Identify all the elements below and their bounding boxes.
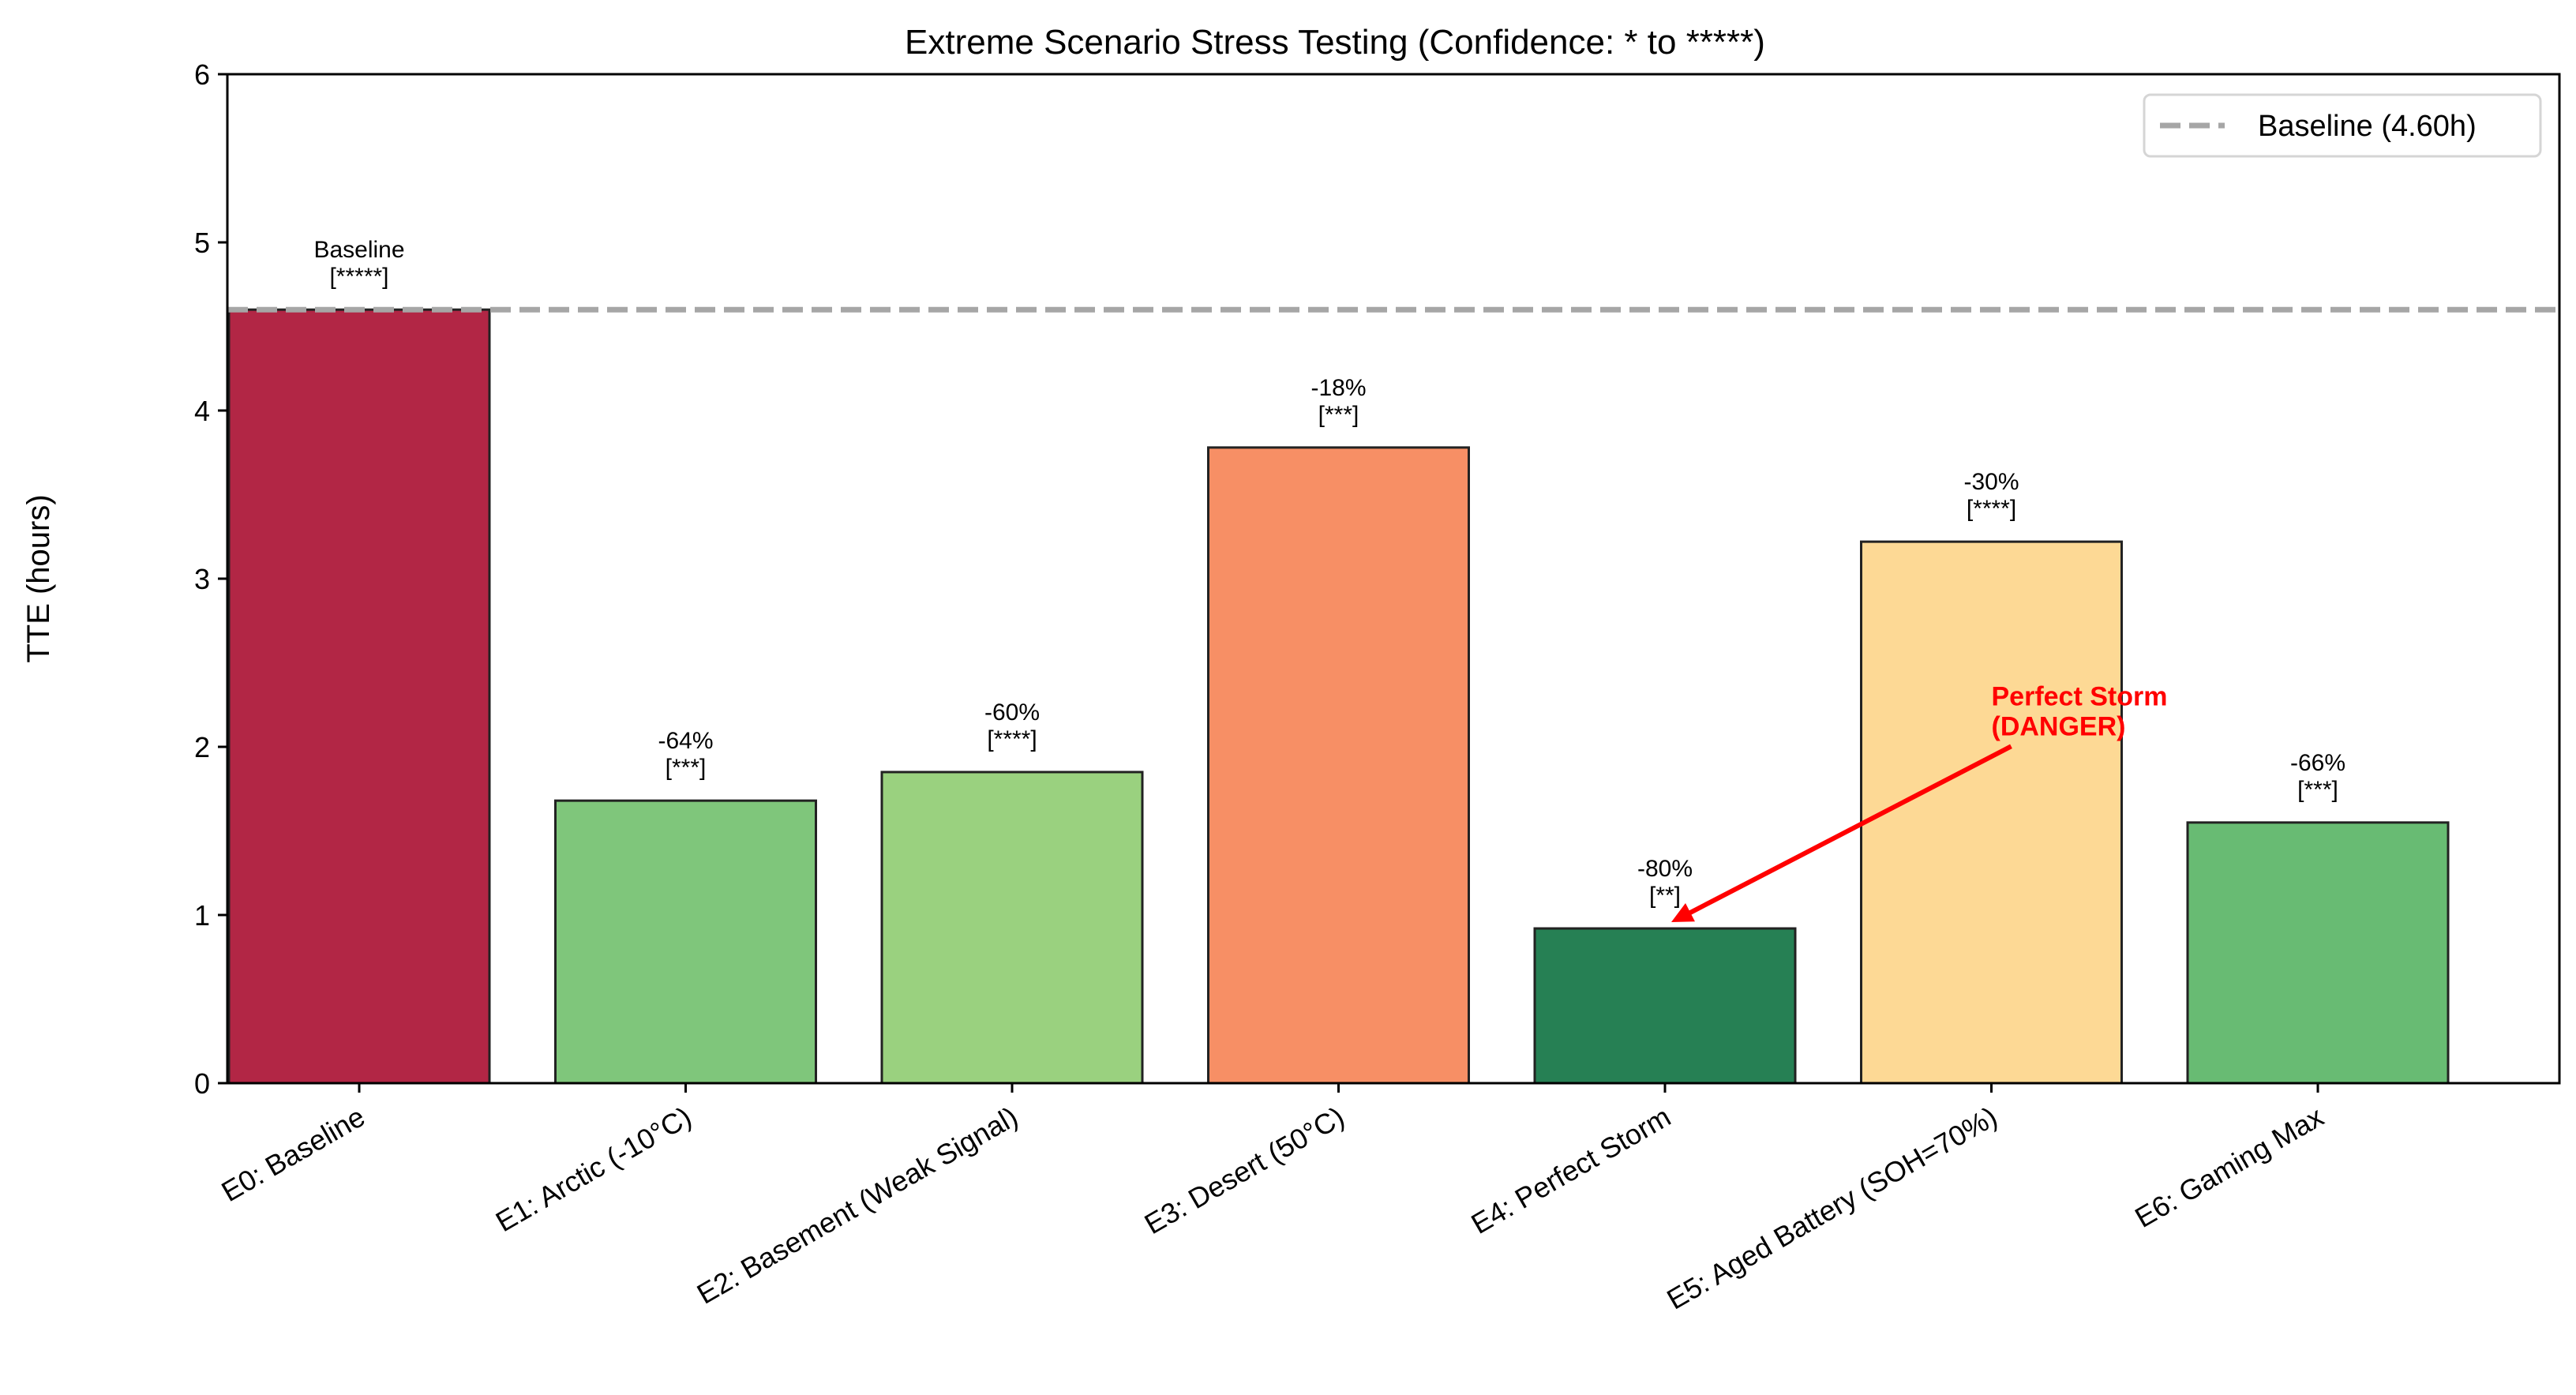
- annotation-arrow-head-icon: [1671, 903, 1695, 923]
- bar-confidence-label: [****]: [987, 726, 1037, 752]
- bar-6: [2186, 821, 2450, 1085]
- x-tick-label: E5: Aged Battery (SOH=70%): [1661, 1100, 2002, 1315]
- bar-value-label: -18%: [1310, 375, 1366, 401]
- bar-1: [554, 799, 817, 1085]
- bar-value-label: -64%: [658, 728, 713, 754]
- legend-frame: [2143, 93, 2542, 158]
- bar-confidence-label: [****]: [1967, 496, 2016, 522]
- legend-entry: Baseline (4.60h): [2258, 110, 2477, 143]
- annotation-arrow-line: [1687, 744, 2012, 916]
- annotation-text: Perfect Storm: [1992, 681, 2168, 711]
- bar-confidence-label: [**]: [1649, 883, 1681, 909]
- bar-value-label: Baseline: [313, 237, 404, 263]
- bar-2: [880, 771, 1144, 1085]
- x-tick-label: E1: Arctic (-10°C): [490, 1100, 697, 1238]
- y-tick-label: 3: [194, 563, 210, 595]
- x-tick-label: E6: Gaming Max: [2129, 1100, 2329, 1234]
- bar-confidence-label: [***]: [666, 755, 707, 781]
- y-tick-label: 1: [194, 899, 210, 932]
- y-tick-label: 4: [194, 395, 210, 427]
- y-tick-label: 0: [194, 1067, 210, 1100]
- y-axis-label: TTE (hours): [21, 494, 56, 662]
- bar-5: [1860, 540, 2123, 1085]
- bar-confidence-label: [*****]: [329, 264, 388, 290]
- bar-4: [1533, 927, 1797, 1085]
- y-tick-label: 6: [194, 58, 210, 91]
- annotation-text: (DANGER): [1992, 711, 2126, 741]
- x-tick-label: E0: Baseline: [216, 1100, 370, 1208]
- x-tick-label: E3: Desert (50°C): [1139, 1100, 1350, 1240]
- bar-3: [1207, 446, 1470, 1085]
- legend: Baseline (4.60h): [2143, 93, 2542, 158]
- bar-confidence-label: [***]: [1318, 402, 1359, 428]
- x-tick-label: E2: Basement (Weak Signal): [692, 1100, 1023, 1310]
- bar-0: [227, 308, 491, 1085]
- y-tick-label: 2: [194, 731, 210, 763]
- bar-value-label: -80%: [1637, 856, 1693, 882]
- bar-value-label: -30%: [1963, 469, 2019, 495]
- x-tick-label: E4: Perfect Storm: [1465, 1100, 1676, 1240]
- chart-title: Extreme Scenario Stress Testing (Confide…: [905, 23, 1765, 62]
- bar-value-label: -60%: [984, 699, 1040, 726]
- bar-value-label: -66%: [2290, 750, 2345, 776]
- y-tick-label: 5: [194, 227, 210, 259]
- bar-confidence-label: [***]: [2297, 777, 2338, 803]
